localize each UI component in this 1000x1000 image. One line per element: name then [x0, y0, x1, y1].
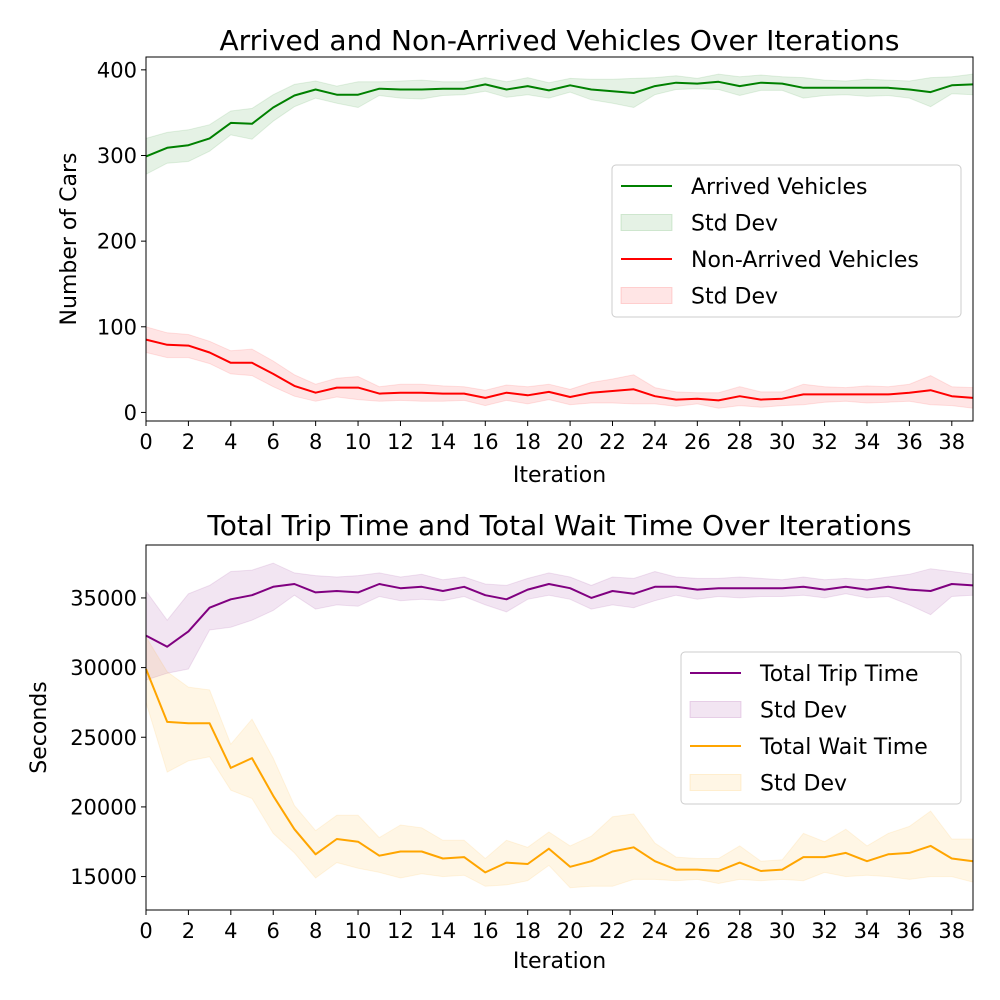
chart-1: 0 2 4 6 8 10 12 14 16 18 20 22 24 26 28 30 32 34 36 3801002… — [57, 24, 974, 488]
y-tick-label: 200 — [97, 230, 137, 254]
series-line-2 — [145, 668, 974, 874]
x-tick-label: 34 — [854, 430, 881, 454]
legend-label: Total Wait Time — [759, 735, 928, 760]
x-tick-label: 14 — [430, 430, 457, 454]
x-axis-label: Iteration — [513, 463, 606, 488]
x-tick-label: 28 — [726, 430, 753, 454]
y-tick-label: 35000 — [70, 586, 137, 610]
x-tick-label: 26 — [684, 430, 711, 454]
y-axis-label: Number of Cars — [57, 153, 82, 326]
y-tick-label: 100 — [97, 315, 137, 339]
x-tick-label: 18 — [514, 919, 541, 943]
legend-label: Std Dev — [760, 772, 847, 797]
legend-label: Total Trip Time — [759, 662, 919, 687]
x-tick-label: 6 — [267, 919, 280, 943]
x-tick-label: 22 — [599, 430, 626, 454]
chart-title: Total Trip Time and Total Wait Time Over… — [206, 509, 911, 542]
x-tick-label: 2 — [182, 430, 195, 454]
y-tick-label: 30000 — [70, 656, 137, 680]
x-tick-label: 38 — [938, 430, 965, 454]
x-tick-label: 36 — [896, 430, 923, 454]
x-tick-label: 0 — [139, 919, 152, 943]
x-tick-label: 8 — [309, 919, 322, 943]
y-tick-label: 25000 — [70, 726, 137, 750]
y-tick-label: 15000 — [70, 865, 137, 889]
x-tick-label: 16 — [472, 430, 499, 454]
x-tick-label: 30 — [769, 430, 796, 454]
legend-band-swatch — [620, 214, 673, 231]
x-tick-label: 22 — [599, 919, 626, 943]
x-tick-label: 32 — [811, 919, 838, 943]
chart-2: 0 2 4 6 8 10 12 14 16 18 20 22 24 26 28 30 32 34 36 3815000… — [27, 509, 974, 974]
legend-band-swatch — [689, 774, 742, 791]
legend-label: Std Dev — [760, 699, 847, 724]
x-tick-label: 26 — [684, 919, 711, 943]
series-line-1 — [145, 80, 974, 158]
x-tick-label: 4 — [224, 430, 237, 454]
x-tick-label: 14 — [430, 919, 457, 943]
x-tick-label: 20 — [557, 919, 584, 943]
legend-label: Arrived Vehicles — [691, 175, 868, 200]
legend-label: Std Dev — [691, 212, 778, 237]
legend: Total Trip Time Std Dev Total Wait Time Std… — [680, 651, 962, 805]
series-line-1 — [145, 583, 974, 648]
y-tick-label: 0 — [124, 401, 137, 425]
x-tick-label: 20 — [557, 430, 584, 454]
x-tick-label: 0 — [139, 430, 152, 454]
x-tick-label: 2 — [182, 919, 195, 943]
x-tick-label: 4 — [224, 919, 237, 943]
x-tick-label: 10 — [345, 919, 372, 943]
x-tick-label: 34 — [854, 919, 881, 943]
y-tick-label: 400 — [97, 58, 137, 82]
x-tick-label: 28 — [726, 919, 753, 943]
x-tick-label: 8 — [309, 430, 322, 454]
legend-band-swatch — [620, 287, 673, 304]
x-tick-label: 24 — [642, 430, 669, 454]
legend-box — [611, 164, 962, 318]
x-tick-label: 24 — [642, 919, 669, 943]
x-tick-label: 32 — [811, 430, 838, 454]
y-axis-label: Seconds — [27, 681, 52, 773]
plot-frame — [145, 56, 974, 422]
legend-label: Non-Arrived Vehicles — [691, 248, 919, 273]
chart-title: Arrived and Non-Arrived Vehicles Over It… — [220, 24, 900, 57]
x-axis-label: Iteration — [513, 949, 606, 974]
series-line-2 — [145, 338, 974, 402]
x-tick-label: 30 — [769, 919, 796, 943]
x-tick-label: 18 — [514, 430, 541, 454]
y-tick-label: 300 — [97, 144, 137, 168]
x-tick-label: 12 — [387, 430, 414, 454]
x-tick-label: 12 — [387, 919, 414, 943]
legend: Arrived Vehicles Std Dev Non-Arrived Vehic… — [611, 164, 962, 318]
x-tick-label: 36 — [896, 919, 923, 943]
plot-frame — [145, 544, 974, 911]
x-tick-label: 6 — [267, 430, 280, 454]
legend-box — [680, 651, 962, 805]
legend-band-swatch — [689, 701, 742, 718]
legend-label: Std Dev — [691, 285, 778, 310]
std-dev-band-2 — [145, 326, 974, 409]
x-tick-label: 16 — [472, 919, 499, 943]
x-tick-label: 38 — [938, 919, 965, 943]
x-tick-label: 10 — [345, 430, 372, 454]
y-tick-label: 20000 — [70, 795, 137, 819]
std-dev-band-1 — [145, 73, 974, 176]
